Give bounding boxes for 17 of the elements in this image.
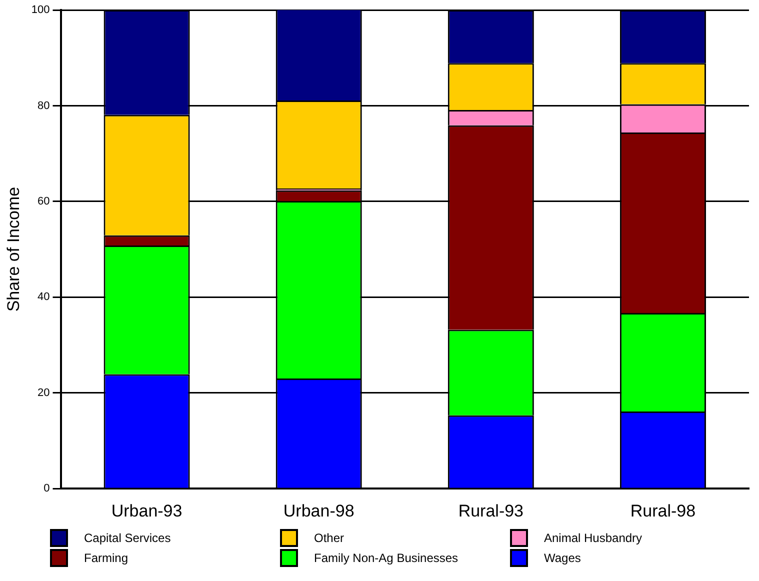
legend-label: Capital Services [84, 531, 171, 545]
y-tick-label: 40 [38, 291, 50, 304]
x-tick-label: Urban-98 [283, 501, 354, 520]
legend-label: Other [314, 531, 344, 545]
y-axis-title: Share of Income [4, 186, 23, 312]
y-tick-label: 60 [38, 195, 50, 208]
legend-label: Wages [544, 551, 581, 565]
legend-label: Animal Husbandry [544, 531, 642, 545]
x-tick-label: Rural-93 [458, 501, 524, 520]
y-tick-label: 0 [44, 482, 50, 495]
y-tick-label: 80 [38, 100, 50, 112]
y-tick-label: 20 [38, 386, 50, 399]
x-tick-label: Urban-93 [111, 501, 182, 520]
x-tick-label: Rural-98 [630, 501, 696, 520]
legend-label: Farming [84, 551, 128, 565]
legend-label: Family Non-Ag Businesses [314, 551, 458, 565]
y-tick-label: 100 [31, 4, 50, 16]
